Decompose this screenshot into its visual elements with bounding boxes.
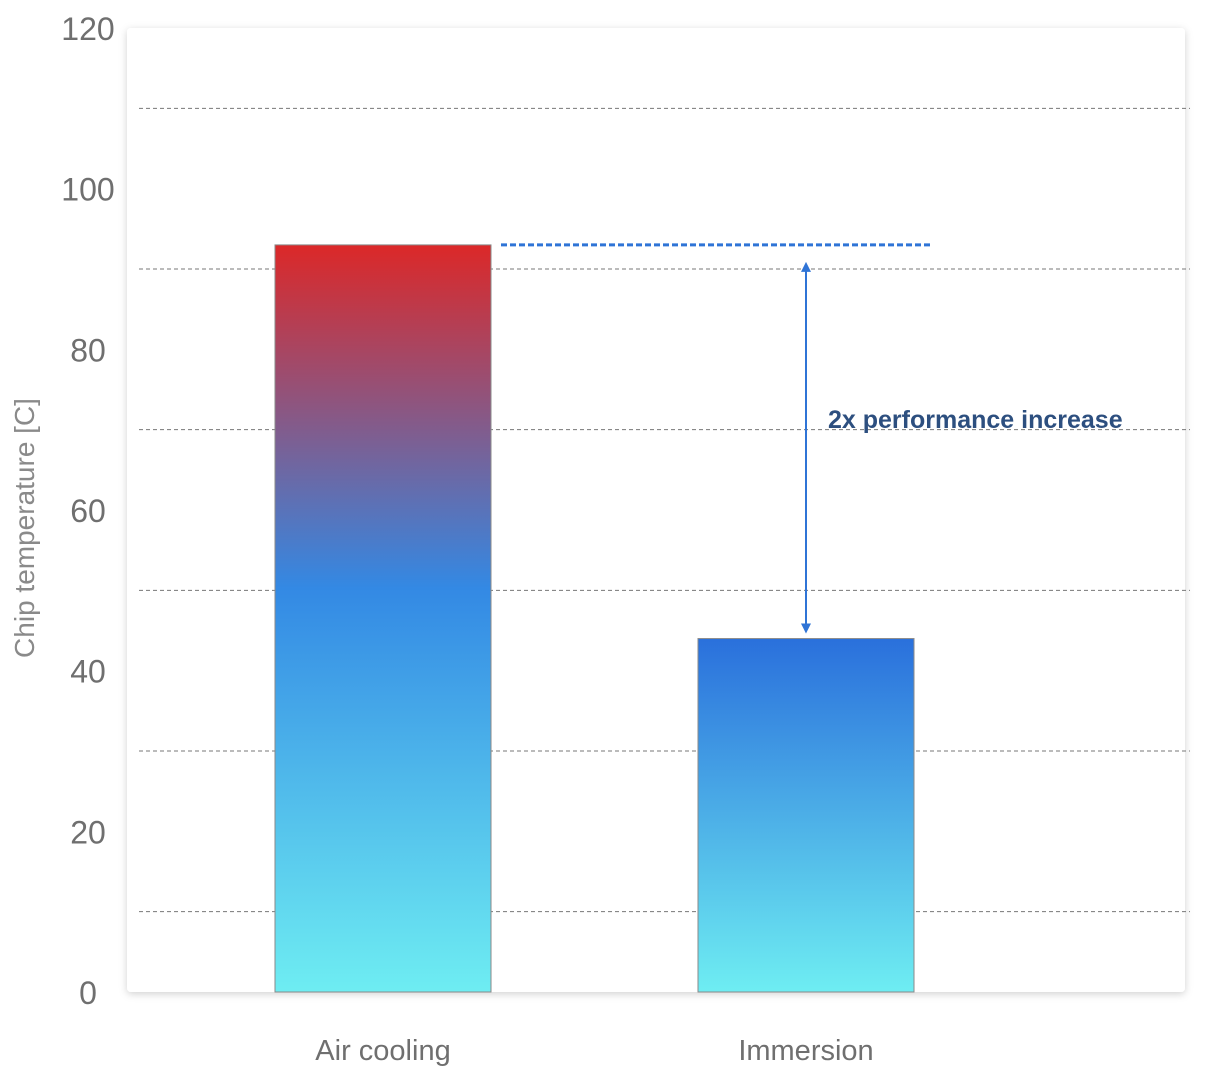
y-tick-label: 60 — [70, 493, 106, 529]
x-category-label: Air cooling — [315, 1035, 450, 1067]
y-tick-label: 0 — [79, 975, 97, 1011]
gridlines — [139, 107, 1190, 913]
y-tick-label: 20 — [70, 814, 106, 850]
y-tick-label: 40 — [70, 654, 106, 690]
annotation-group: 2x performance increase — [501, 243, 1123, 634]
y-axis-ticks: 0 20 40 60 80 100 120 — [61, 11, 114, 1011]
y-tick-label: 120 — [61, 11, 114, 47]
bars — [274, 244, 915, 993]
annotation-label: 2x performance increase — [828, 406, 1123, 434]
bar-air-cooling — [274, 244, 492, 993]
x-axis-labels: Air cooling Immersion — [315, 1035, 873, 1067]
y-tick-label: 80 — [70, 332, 106, 368]
y-axis-title: Chip temperature [C] — [9, 398, 40, 658]
y-tick-label: 100 — [61, 172, 114, 208]
x-category-label: Immersion — [738, 1035, 873, 1067]
bar-immersion — [697, 638, 915, 993]
